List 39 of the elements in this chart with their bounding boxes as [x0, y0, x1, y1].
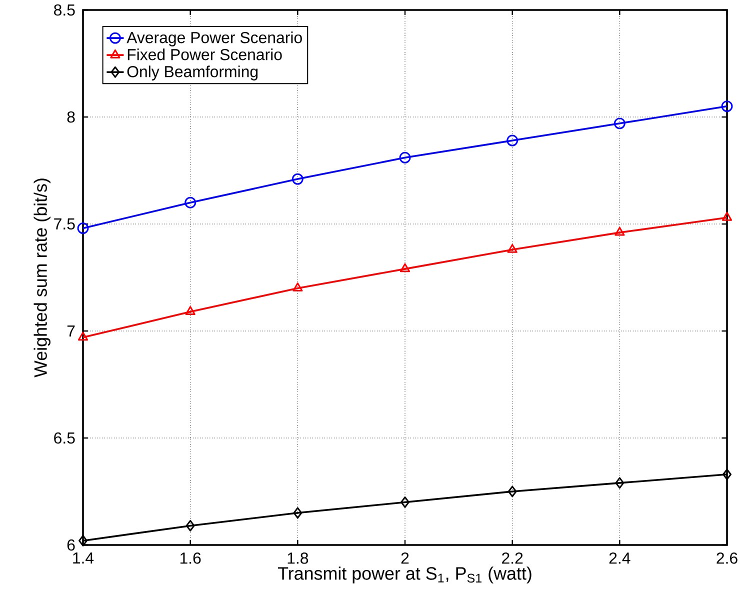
legend-label: Fixed Power Scenario	[128, 48, 282, 60]
point	[77, 222, 89, 234]
point	[184, 196, 196, 208]
y-tick-label: 7.5	[54, 218, 75, 230]
point	[400, 496, 410, 508]
point	[400, 263, 410, 272]
point	[722, 468, 732, 480]
point	[721, 100, 733, 112]
x-tick-label: 2.4	[609, 552, 630, 564]
y-tick-label: 7	[67, 326, 75, 336]
x-tick-label: 1.6	[180, 552, 201, 564]
point	[78, 534, 88, 546]
x-tick-label: 2.2	[502, 552, 523, 564]
legend-label: Average Power Scenario	[126, 32, 302, 46]
point	[614, 226, 625, 236]
point	[506, 134, 518, 146]
point	[614, 118, 626, 130]
legend-label: Only Beamforming	[127, 66, 258, 80]
point	[78, 332, 88, 341]
point	[507, 244, 518, 253]
x-tick-label: 1.4	[73, 552, 94, 564]
x-axis-title: Transmit power at S$_{1}$, P$_{S1}$ (watt)	[278, 566, 532, 584]
y-tick-label: 6.5	[54, 432, 75, 444]
x-tick-label: 2	[401, 552, 409, 564]
point	[292, 173, 304, 185]
y-axis-title: Weighted sum rate (bit/s)	[34, 178, 50, 378]
y-tick-label: 8.5	[54, 4, 75, 16]
x-tick-label: 1.8	[288, 552, 308, 564]
point	[508, 486, 517, 498]
point	[293, 507, 302, 519]
point	[292, 282, 303, 292]
point	[722, 212, 732, 221]
point	[615, 477, 624, 489]
point	[399, 152, 411, 164]
y-tick-label: 6	[67, 539, 75, 551]
y-tick-label: 8	[67, 111, 75, 123]
point	[186, 520, 195, 532]
point	[185, 306, 196, 315]
x-tick-label: 2.6	[716, 552, 738, 564]
